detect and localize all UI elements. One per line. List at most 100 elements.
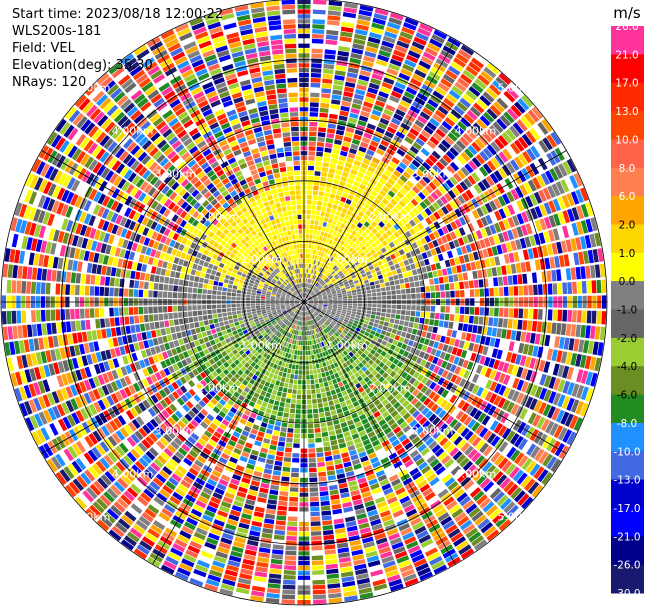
velocity-gate	[469, 467, 481, 479]
velocity-gate	[329, 256, 334, 262]
velocity-gate	[359, 251, 366, 258]
velocity-gate	[381, 399, 389, 406]
velocity-gate	[391, 389, 399, 397]
velocity-gate	[296, 305, 301, 308]
velocity-gate	[391, 207, 399, 215]
velocity-gate	[470, 352, 477, 362]
velocity-gate	[310, 249, 314, 254]
velocity-gate	[438, 409, 447, 419]
velocity-gate	[331, 278, 336, 283]
velocity-gate	[236, 387, 243, 394]
velocity-gate	[396, 555, 410, 564]
velocity-gate	[200, 379, 207, 387]
velocity-gate	[324, 328, 329, 333]
velocity-gate	[269, 568, 282, 575]
velocity-gate	[347, 152, 356, 159]
velocity-gate	[225, 324, 231, 330]
velocity-gate	[570, 267, 577, 280]
velocity-gate	[352, 295, 357, 298]
velocity-gate	[539, 373, 547, 386]
velocity-gate	[471, 535, 485, 547]
velocity-gate	[337, 306, 343, 309]
velocity-gate	[267, 588, 281, 594]
velocity-gate	[462, 523, 476, 535]
velocity-gate	[345, 470, 355, 478]
velocity-gate	[388, 578, 403, 587]
velocity-gate	[472, 251, 480, 261]
velocity-gate	[370, 330, 376, 336]
velocity-gate	[426, 473, 437, 483]
velocity-gate	[168, 393, 176, 403]
velocity-gate	[330, 335, 336, 341]
velocity-gate	[486, 327, 493, 336]
velocity-gate	[304, 311, 305, 317]
velocity-gate	[305, 278, 307, 283]
velocity-gate	[392, 239, 400, 246]
velocity-gate	[181, 558, 195, 568]
velocity-gate	[442, 520, 455, 531]
velocity-gate	[531, 106, 544, 120]
velocity-gate	[316, 230, 321, 236]
velocity-gate	[154, 345, 161, 354]
velocity-gate	[414, 349, 421, 356]
velocity-gate	[459, 457, 470, 468]
velocity-gate	[382, 135, 392, 143]
velocity-gate	[474, 514, 487, 526]
velocity-gate	[324, 411, 331, 417]
velocity-gate	[212, 386, 220, 394]
velocity-gate	[538, 402, 547, 415]
velocity-gate	[329, 435, 337, 441]
velocity-gate	[498, 307, 504, 317]
velocity-gate	[283, 462, 291, 467]
velocity-gate	[360, 225, 367, 232]
velocity-gate	[441, 389, 449, 398]
velocity-gate	[357, 349, 363, 356]
velocity-gate	[322, 237, 327, 242]
velocity-gate	[460, 427, 470, 438]
velocity-gate	[395, 203, 403, 211]
velocity-gate	[188, 371, 195, 379]
velocity-gate	[331, 240, 337, 246]
velocity-gate	[227, 332, 234, 338]
velocity-gate	[234, 373, 241, 380]
velocity-gate	[347, 530, 359, 537]
velocity-gate	[314, 245, 318, 250]
velocity-gate	[134, 361, 142, 371]
velocity-gate	[375, 232, 382, 239]
velocity-gate	[376, 311, 381, 316]
velocity-gate	[222, 532, 234, 541]
velocity-gate	[319, 107, 329, 113]
velocity-gate	[277, 326, 282, 332]
velocity-gate	[346, 332, 352, 338]
velocity-gate	[262, 313, 268, 317]
velocity-gate	[414, 119, 425, 129]
velocity-gate	[353, 252, 360, 258]
velocity-gate	[132, 382, 141, 392]
velocity-gate	[373, 104, 384, 112]
velocity-gate	[290, 318, 294, 323]
velocity-gate	[406, 132, 417, 141]
velocity-gate	[422, 51, 436, 61]
velocity-gate	[351, 549, 364, 556]
velocity-gate	[288, 343, 292, 349]
velocity-gate	[308, 298, 313, 301]
velocity-gate	[338, 556, 351, 563]
velocity-gate	[519, 408, 528, 420]
velocity-gate	[306, 331, 309, 336]
velocity-gate	[363, 248, 370, 255]
velocity-gate	[394, 335, 400, 341]
velocity-gate	[338, 216, 344, 223]
velocity-gate	[334, 424, 341, 430]
velocity-gate	[424, 103, 436, 113]
velocity-gate	[399, 564, 413, 573]
velocity-gate	[447, 132, 458, 142]
velocity-gate	[139, 540, 153, 551]
velocity-gate	[208, 358, 216, 365]
velocity-gate	[156, 440, 166, 450]
velocity-gate	[352, 340, 358, 346]
velocity-gate	[346, 157, 354, 164]
velocity-gate	[177, 465, 187, 475]
velocity-gate	[335, 134, 344, 141]
velocity-gate	[370, 140, 379, 148]
velocity-gate	[447, 405, 457, 415]
